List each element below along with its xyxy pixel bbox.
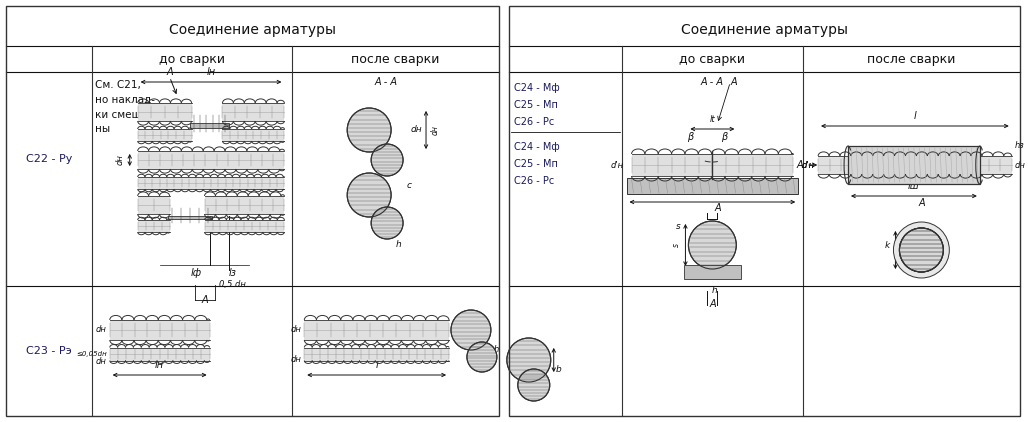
Bar bbox=[138, 151, 285, 169]
Text: b: b bbox=[556, 365, 561, 374]
Circle shape bbox=[347, 108, 391, 152]
Text: С26 - Рс: С26 - Рс bbox=[514, 117, 554, 127]
Text: dн: dн bbox=[291, 325, 301, 335]
Bar bbox=[684, 265, 741, 279]
Text: dн: dн bbox=[1015, 160, 1026, 170]
Text: до сварки: до сварки bbox=[159, 52, 225, 65]
Bar bbox=[818, 156, 1012, 174]
Circle shape bbox=[893, 222, 949, 278]
Text: dн: dн bbox=[116, 154, 124, 165]
Bar bbox=[222, 103, 285, 121]
Circle shape bbox=[467, 342, 497, 372]
Text: dн: dн bbox=[411, 125, 423, 135]
Text: С25 - Мп: С25 - Мп bbox=[514, 159, 558, 169]
Circle shape bbox=[371, 207, 403, 239]
Bar bbox=[205, 220, 285, 232]
Text: до сварки: до сварки bbox=[680, 52, 745, 65]
Bar bbox=[138, 103, 191, 121]
Bar bbox=[138, 196, 170, 214]
Text: l: l bbox=[914, 111, 916, 121]
Text: s: s bbox=[671, 243, 681, 247]
Text: A: A bbox=[730, 77, 737, 87]
Text: C23 - Рэ: C23 - Рэ bbox=[26, 346, 72, 356]
Text: A - A: A - A bbox=[374, 77, 397, 87]
Text: С24 - Мф: С24 - Мф bbox=[514, 142, 559, 152]
Text: A: A bbox=[709, 299, 715, 309]
Bar bbox=[6, 6, 499, 416]
Bar bbox=[189, 123, 229, 128]
Text: lн: lн bbox=[207, 67, 216, 77]
Circle shape bbox=[371, 144, 403, 176]
Text: lн: lн bbox=[708, 187, 717, 197]
Circle shape bbox=[507, 338, 551, 382]
Text: d'н: d'н bbox=[802, 160, 815, 170]
Text: c: c bbox=[407, 181, 412, 189]
Bar bbox=[138, 129, 191, 141]
Text: h: h bbox=[711, 286, 718, 295]
Text: h: h bbox=[396, 240, 402, 249]
Circle shape bbox=[347, 173, 391, 217]
Text: A: A bbox=[918, 198, 925, 208]
Text: k: k bbox=[884, 241, 889, 249]
Text: β: β bbox=[688, 132, 694, 142]
Text: d'н: d'н bbox=[611, 160, 624, 170]
Circle shape bbox=[518, 369, 550, 401]
Text: A: A bbox=[797, 160, 803, 170]
Text: lt: lt bbox=[709, 115, 715, 124]
Circle shape bbox=[900, 228, 944, 272]
Bar bbox=[304, 320, 449, 340]
Text: Соединение арматуры: Соединение арматуры bbox=[681, 23, 848, 37]
Bar bbox=[222, 129, 285, 141]
Text: β: β bbox=[722, 132, 728, 142]
Bar bbox=[304, 347, 449, 360]
Bar bbox=[138, 177, 285, 189]
Text: lш: lш bbox=[908, 181, 920, 191]
Circle shape bbox=[451, 310, 491, 350]
Bar bbox=[110, 320, 210, 340]
Text: lф: lф bbox=[191, 268, 203, 278]
Bar bbox=[205, 196, 285, 214]
Text: hз: hз bbox=[1015, 141, 1025, 151]
Text: A: A bbox=[167, 67, 173, 77]
Text: С26 - Рс: С26 - Рс bbox=[514, 176, 554, 186]
Text: dн: dн bbox=[96, 357, 107, 366]
Text: lз: lз bbox=[228, 268, 236, 278]
Bar bbox=[631, 154, 794, 176]
Text: l: l bbox=[375, 360, 378, 370]
Bar bbox=[168, 216, 212, 219]
Bar bbox=[848, 146, 980, 184]
Text: lн: lн bbox=[155, 360, 164, 370]
Text: 0,5 dн: 0,5 dн bbox=[219, 280, 246, 289]
Text: s: s bbox=[675, 222, 681, 230]
Text: h: h bbox=[493, 346, 500, 354]
Text: d'н: d'н bbox=[801, 160, 814, 170]
Text: после сварки: после сварки bbox=[868, 52, 956, 65]
Text: C22 - Ру: C22 - Ру bbox=[26, 154, 72, 164]
Text: после сварки: после сварки bbox=[352, 52, 440, 65]
Text: С24 - Мф: С24 - Мф bbox=[514, 83, 559, 93]
Text: dн: dн bbox=[431, 125, 440, 135]
Circle shape bbox=[900, 228, 944, 272]
Text: A - A: A - A bbox=[701, 77, 724, 87]
Bar bbox=[626, 178, 798, 194]
Text: С25 - Мп: С25 - Мп bbox=[514, 100, 558, 110]
Bar bbox=[509, 6, 1020, 416]
Bar bbox=[110, 347, 210, 360]
Text: См. С21,
но наклад-
ки смеще-
ны: См. С21, но наклад- ки смеще- ны bbox=[95, 80, 155, 134]
Text: Соединение арматуры: Соединение арматуры bbox=[169, 23, 336, 37]
Text: ≤0,05dн: ≤0,05dн bbox=[76, 351, 107, 357]
Bar bbox=[138, 220, 170, 232]
Text: A: A bbox=[714, 203, 721, 213]
Circle shape bbox=[689, 221, 736, 269]
Text: A: A bbox=[201, 295, 208, 305]
Text: dн: dн bbox=[291, 354, 301, 363]
Text: dн: dн bbox=[96, 325, 107, 335]
